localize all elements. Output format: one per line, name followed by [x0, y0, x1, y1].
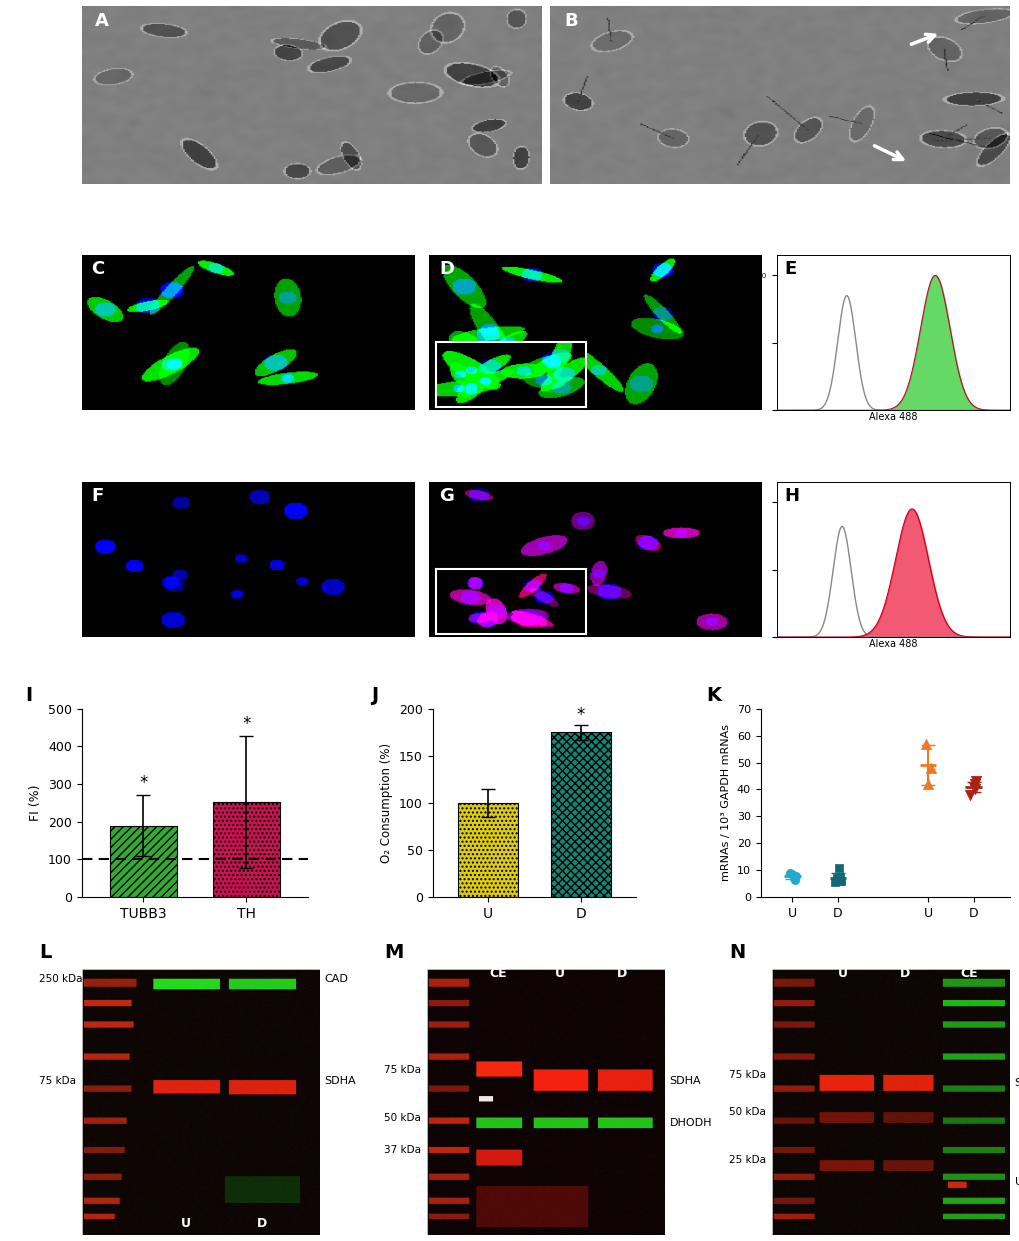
Point	[919, 774, 935, 794]
Text: *: *	[139, 774, 148, 793]
Point	[829, 858, 846, 877]
Text: K: K	[705, 686, 720, 705]
Point	[965, 774, 981, 794]
Point	[830, 871, 847, 891]
Text: 75 kDa: 75 kDa	[39, 1076, 75, 1086]
Point	[826, 872, 843, 892]
Text: 50 kDa: 50 kDa	[383, 1113, 420, 1123]
Text: G: G	[439, 486, 453, 505]
Point	[828, 870, 845, 890]
Text: L: L	[39, 943, 51, 962]
Text: DHODH: DHODH	[668, 1118, 711, 1128]
Text: F: F	[92, 486, 104, 505]
Point	[787, 866, 803, 886]
Point	[832, 871, 848, 891]
Point	[786, 867, 802, 887]
Text: I: I	[25, 686, 32, 705]
Point	[786, 870, 802, 890]
Text: D: D	[616, 967, 627, 979]
Y-axis label: mRNAs / 10³ GAPDH mRNAs: mRNAs / 10³ GAPDH mRNAs	[720, 725, 731, 881]
Point	[830, 867, 847, 887]
Text: SDHA: SDHA	[1014, 1078, 1019, 1088]
Text: U: U	[838, 967, 848, 979]
Point	[781, 862, 797, 882]
Text: 37 kDa: 37 kDa	[383, 1144, 421, 1154]
Point	[785, 869, 801, 889]
Text: D: D	[439, 259, 453, 278]
Text: UCK2: UCK2	[1014, 1176, 1019, 1186]
Point	[917, 733, 933, 753]
Point	[921, 758, 937, 778]
Text: D: D	[899, 967, 909, 979]
Bar	[213, 802, 279, 897]
Text: U: U	[554, 967, 565, 979]
Text: *: *	[576, 706, 584, 724]
Text: 75 kDa: 75 kDa	[729, 1070, 765, 1080]
Point	[965, 777, 981, 797]
Point	[783, 864, 799, 884]
Text: C: C	[92, 259, 105, 278]
Text: N: N	[729, 943, 745, 962]
Text: 25 kDa: 25 kDa	[729, 1155, 765, 1165]
Bar	[110, 825, 176, 897]
Text: 250 kDa: 250 kDa	[39, 974, 83, 984]
Text: SDHA: SDHA	[668, 1076, 700, 1086]
Text: B: B	[564, 11, 577, 30]
Point	[827, 869, 844, 889]
Point	[967, 772, 983, 792]
Text: SDHA: SDHA	[324, 1076, 356, 1086]
Point	[961, 786, 977, 805]
Text: CE: CE	[489, 967, 506, 979]
Y-axis label: O₂ Consumption (%): O₂ Consumption (%)	[380, 743, 393, 862]
Text: M: M	[383, 943, 403, 962]
Point	[966, 779, 982, 799]
Text: U: U	[181, 1217, 192, 1230]
Y-axis label: FI (%): FI (%)	[30, 784, 42, 822]
X-axis label: Alexa 488: Alexa 488	[868, 639, 917, 649]
Bar	[458, 803, 518, 897]
Text: D: D	[257, 1217, 267, 1230]
Text: *: *	[242, 715, 251, 733]
Text: A: A	[96, 11, 109, 30]
X-axis label: Alexa 488: Alexa 488	[868, 412, 917, 422]
Text: 75 kDa: 75 kDa	[383, 1065, 421, 1075]
Bar	[550, 732, 610, 897]
Text: 50 kDa: 50 kDa	[729, 1107, 765, 1117]
Text: CAD: CAD	[324, 974, 347, 984]
Text: E: E	[784, 259, 796, 278]
Text: H: H	[784, 486, 798, 505]
Text: J: J	[371, 686, 378, 705]
Text: CE: CE	[960, 967, 977, 979]
